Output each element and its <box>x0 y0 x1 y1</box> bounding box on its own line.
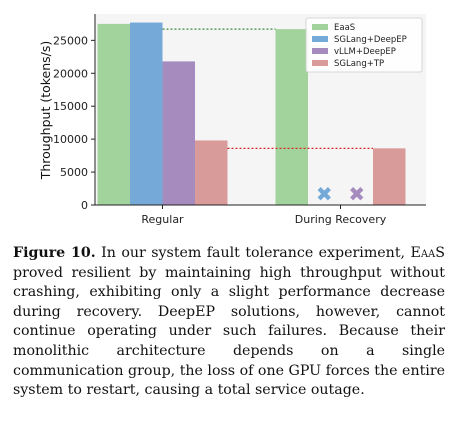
y-tick-label-4: 20000 <box>53 67 88 80</box>
legend-swatch-3 <box>312 60 328 66</box>
failure-marker-1: ✖ <box>348 182 365 206</box>
legend-label-1: SGLang+DeepEP <box>334 35 407 45</box>
legend-box <box>305 17 423 73</box>
x-tick-label-0: Regular <box>141 213 184 226</box>
y-axis-label: Throughput (tokens/s) <box>38 41 53 181</box>
figure-caption: Figure 10. In our system fault tolerance… <box>13 244 445 401</box>
bar-1-0 <box>130 22 163 205</box>
caption-system-name: EaaS <box>410 245 445 261</box>
y-tick-label-3: 15000 <box>53 100 88 113</box>
bar-3-1 <box>373 148 406 205</box>
bar-0-1 <box>275 29 308 206</box>
x-axis-ticks: Regular During Recovery <box>141 205 387 226</box>
bar-2-0 <box>162 61 195 206</box>
failure-markers: ✖ ✖ <box>316 182 365 206</box>
throughput-chart: Throughput (tokens/s) 0 5000 10000 15000 200… <box>38 14 426 226</box>
x-tick-label-1: During Recovery <box>295 213 387 226</box>
bar-3-0 <box>195 140 228 205</box>
failure-marker-0: ✖ <box>316 182 333 206</box>
legend-label-3: SGLang+TP <box>334 59 384 69</box>
y-tick-label-1: 5000 <box>60 166 88 179</box>
legend: EaaS SGLang+DeepEP vLLM+DeepEP SGLang+TP <box>305 17 423 73</box>
caption-text-1: In our system fault tolerance experiment… <box>95 245 411 261</box>
legend-swatch-2 <box>312 48 328 54</box>
reference-lines <box>162 28 373 149</box>
bar-0-0 <box>97 23 130 206</box>
y-tick-label-5: 25000 <box>53 34 88 47</box>
caption-label: Figure 10. <box>13 245 96 261</box>
legend-swatch-1 <box>312 36 328 42</box>
legend-label-0: EaaS <box>334 23 355 33</box>
y-axis-ticks: 0 5000 10000 15000 20000 25000 <box>53 34 95 212</box>
caption-text-2: proved resilient by maintaining high thr… <box>13 264 445 399</box>
legend-swatch-0 <box>312 24 328 30</box>
y-tick-label-0: 0 <box>81 199 88 212</box>
legend-label-2: vLLM+DeepEP <box>334 47 396 57</box>
bars <box>97 22 406 206</box>
y-tick-label-2: 10000 <box>53 133 88 146</box>
